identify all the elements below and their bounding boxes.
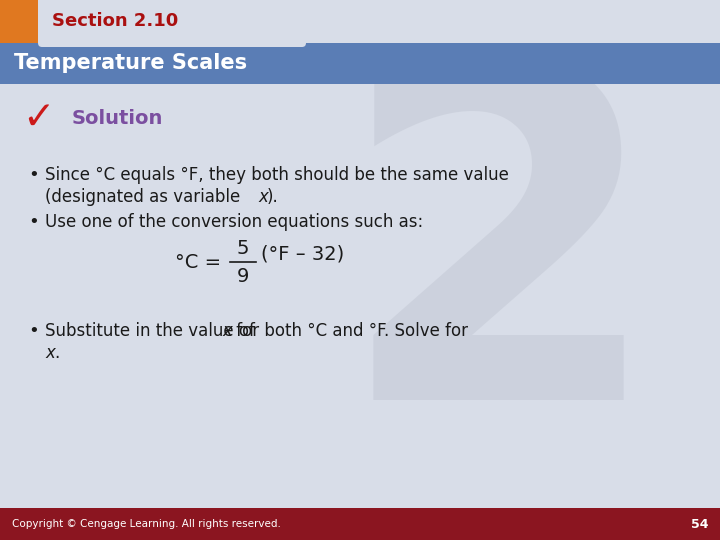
Text: (designated as variable: (designated as variable — [45, 188, 246, 206]
Text: 54: 54 — [690, 517, 708, 530]
Text: x: x — [222, 322, 232, 340]
Text: °C =: °C = — [175, 253, 221, 272]
FancyBboxPatch shape — [38, 0, 306, 47]
Text: Since °C equals °F, they both should be the same value: Since °C equals °F, they both should be … — [45, 166, 509, 184]
Text: x: x — [45, 344, 55, 362]
Text: Section 2.10: Section 2.10 — [52, 12, 179, 30]
Bar — [0, 43, 720, 84]
Text: •: • — [28, 166, 39, 184]
Text: (°F – 32): (°F – 32) — [261, 245, 344, 264]
Text: x: x — [258, 188, 268, 206]
Text: 9: 9 — [237, 267, 249, 286]
Bar — [0, 508, 720, 540]
Text: Copyright © Cengage Learning. All rights reserved.: Copyright © Cengage Learning. All rights… — [12, 519, 281, 529]
Bar — [0, 0, 42, 43]
Text: 5: 5 — [237, 239, 249, 258]
Text: for both °C and °F. Solve for: for both °C and °F. Solve for — [231, 322, 468, 340]
Text: .: . — [54, 344, 59, 362]
Text: Temperature Scales: Temperature Scales — [14, 53, 247, 73]
Text: Solution: Solution — [72, 109, 163, 127]
Text: Substitute in the value of: Substitute in the value of — [45, 322, 260, 340]
Text: ).: ). — [267, 188, 279, 206]
Text: 2: 2 — [336, 42, 665, 498]
Text: •: • — [28, 322, 39, 340]
Text: •: • — [28, 213, 39, 231]
Text: ✓: ✓ — [22, 99, 55, 137]
Text: Use one of the conversion equations such as:: Use one of the conversion equations such… — [45, 213, 423, 231]
